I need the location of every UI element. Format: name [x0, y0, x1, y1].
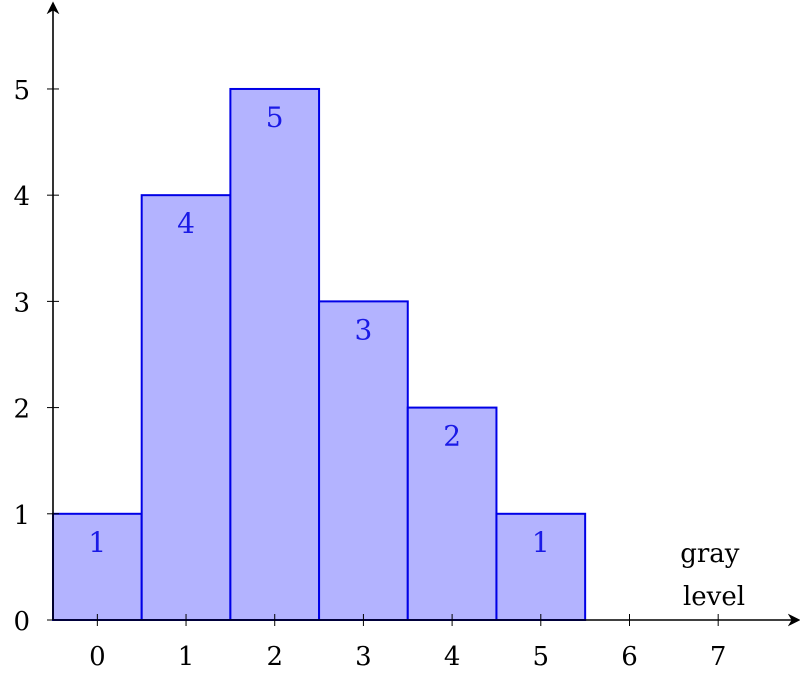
bar-label-1: 4 — [177, 207, 195, 240]
x-tick-label-0: 0 — [89, 642, 106, 672]
bar-4 — [406, 406, 498, 621]
x-axis-label: gray level — [680, 539, 748, 612]
bar-label-4: 2 — [443, 420, 461, 453]
y-tick-label-5: 5 — [13, 76, 30, 106]
x-axis-label-line-2: level — [683, 582, 745, 612]
x-tick-label-6: 6 — [621, 642, 638, 672]
y-tick-label-0: 0 — [13, 607, 30, 637]
x-tick-label-7: 7 — [710, 642, 727, 672]
y-tick-label-2: 2 — [13, 395, 30, 425]
x-tick-label-1: 1 — [178, 642, 195, 672]
bar-label-2: 5 — [266, 101, 284, 134]
bar-2 — [229, 87, 321, 621]
x-axis-label-line-1: gray — [680, 539, 740, 569]
bar-label-0: 1 — [88, 526, 106, 559]
x-tick-label-2: 2 — [266, 642, 283, 672]
x-tick-label-5: 5 — [533, 642, 550, 672]
x-ticks-layer: 0 1 2 3 4 5 6 7 — [89, 614, 726, 672]
bars-layer: 1 4 5 3 2 1 — [52, 87, 587, 621]
y-tick-label-1: 1 — [13, 501, 30, 531]
x-tick-label-3: 3 — [355, 642, 372, 672]
bar-label-3: 3 — [355, 313, 373, 346]
x-tick-label-4: 4 — [444, 642, 461, 672]
y-ticks-layer: 0 1 2 3 4 5 — [13, 76, 59, 637]
y-tick-label-4: 4 — [13, 182, 30, 212]
y-tick-label-3: 3 — [13, 288, 30, 318]
bar-0 — [52, 512, 143, 621]
bar-3 — [318, 300, 409, 621]
bar-5 — [495, 512, 587, 621]
bar-1 — [140, 194, 232, 621]
bar-label-5: 1 — [532, 526, 550, 559]
